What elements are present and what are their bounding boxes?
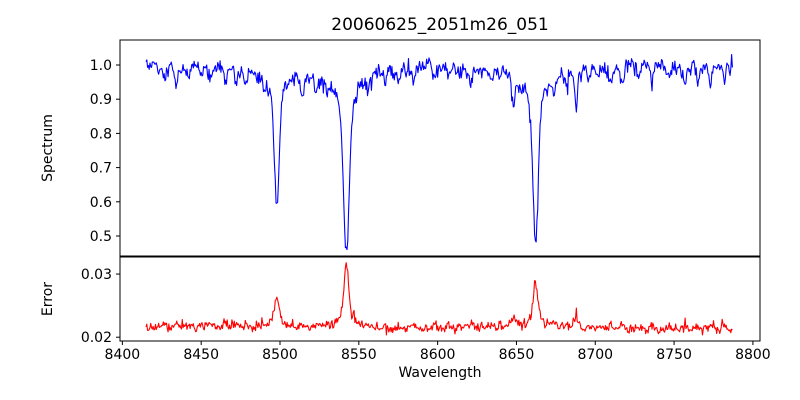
error-line (145, 262, 733, 336)
x-tick-label: 8450 (183, 347, 219, 363)
x-tick-label: 8550 (341, 347, 377, 363)
error-panel-frame (119, 256, 761, 342)
spectrum-y-tick-label: 0.9 (90, 92, 112, 108)
x-tick-label: 8400 (105, 347, 141, 363)
x-tick-label: 8500 (262, 347, 298, 363)
x-axis-label: Wavelength (398, 365, 481, 381)
error-y-tick-label: 0.02 (81, 330, 112, 346)
axis-ticks: 8400 8450 8500 8550 8600 8650 8700 8750 8800 0.5 0… (81, 58, 771, 363)
spectrum-y-tick-label: 1.0 (90, 58, 112, 74)
spectrum-panel-frame (119, 39, 761, 257)
x-tick-label: 8750 (656, 347, 692, 363)
spectrum-line (145, 53, 733, 251)
x-tick-label: 8800 (735, 347, 771, 363)
x-tick-label: 8600 (420, 347, 456, 363)
spectrum-panel (145, 53, 733, 251)
error-y-axis-label: Error (40, 282, 56, 316)
chart-title: 20060625_2051m26_051 (331, 15, 548, 35)
spectrum-y-tick-label: 0.7 (90, 161, 112, 177)
error-y-tick-label: 0.03 (81, 267, 112, 283)
x-tick-label: 8650 (499, 347, 535, 363)
spectrum-y-tick-label: 0.8 (90, 126, 112, 142)
x-tick-label: 8700 (577, 347, 613, 363)
spectrum-y-axis-label: Spectrum (40, 114, 56, 182)
error-panel (145, 262, 733, 336)
spectrum-y-tick-label: 0.6 (90, 195, 112, 211)
spectrum-y-tick-label: 0.5 (90, 229, 112, 245)
